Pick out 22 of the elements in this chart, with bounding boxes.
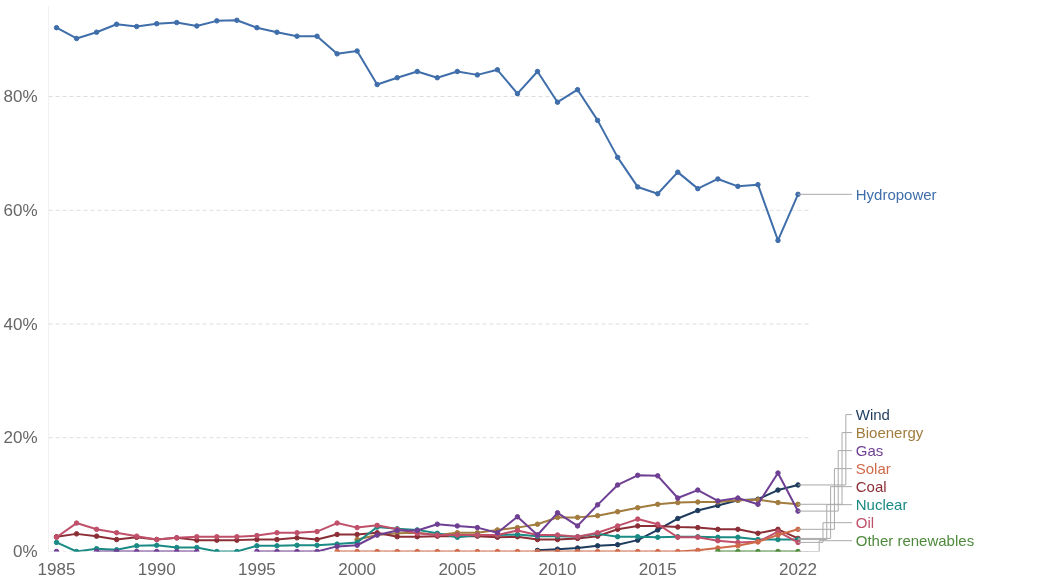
- text: Bioenergy: [855, 424, 924, 442]
- x-tick-label: 2022: [779, 559, 817, 577]
- x-tick-label: 1990: [137, 559, 176, 577]
- y-tick-label: 20%: [3, 428, 38, 448]
- y-tick-label: 40%: [3, 314, 38, 334]
- text: Wind: [855, 406, 890, 424]
- y-tick-label: 80%: [3, 87, 38, 106]
- y-tick-label: 0%: [12, 542, 38, 561]
- x-tick-label: 2010: [538, 559, 577, 577]
- text: Gas: [855, 442, 884, 460]
- y-tick-label: 60%: [3, 200, 38, 220]
- text: Other renewables: [855, 532, 975, 550]
- text: Hydropower: [855, 185, 937, 203]
- x-tick-label: 1985: [37, 559, 76, 577]
- text: Oil: [855, 514, 875, 532]
- x-tick-label: 1995: [238, 559, 276, 577]
- text: Nuclear: [855, 496, 908, 514]
- text: Coal: [855, 478, 887, 496]
- x-tick-label: 2000: [338, 559, 377, 577]
- x-tick-label: 2015: [638, 559, 677, 577]
- x-tick-label: 2005: [438, 559, 477, 577]
- text: Solar: [855, 460, 891, 478]
